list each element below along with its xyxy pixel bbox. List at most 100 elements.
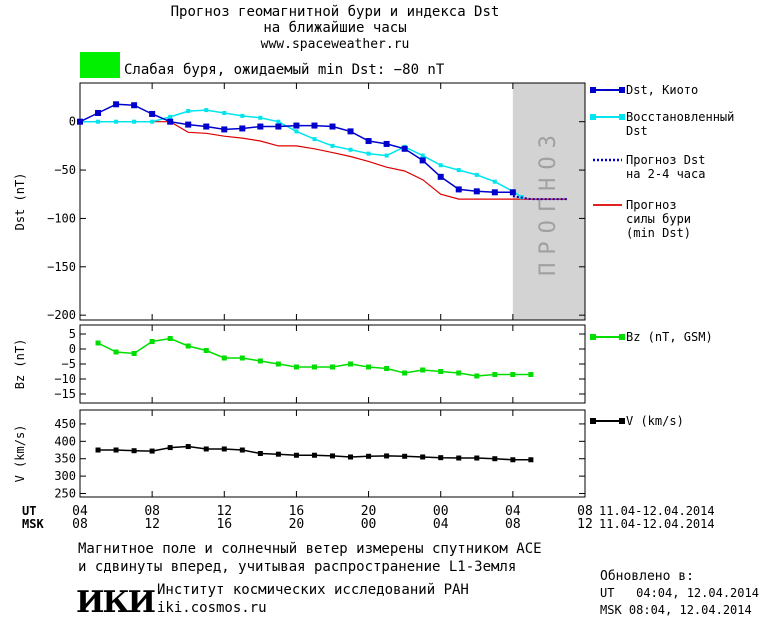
dst-kyoto-point: [131, 102, 138, 109]
ut-tick-label: 04: [505, 504, 521, 519]
v-point: [275, 451, 281, 457]
bz-point: [149, 339, 155, 344]
bz-point: [402, 370, 408, 376]
v-point: [456, 455, 462, 461]
y-tick-label: 250: [54, 487, 76, 501]
dst-kyoto-point: [329, 123, 336, 130]
footnote-line2: и сдвинуты вперед, учитывая распростране…: [78, 559, 517, 575]
dst-restored-point: [492, 179, 497, 184]
v-point: [257, 451, 263, 456]
legend-label: Dst, Киото: [626, 83, 698, 97]
ut-tick-label: 08: [144, 504, 160, 519]
v-point: [528, 457, 534, 463]
bz-point: [221, 355, 227, 361]
storm-status-text: Слабая буря, ожидаемый min Dst: −80 nT: [124, 62, 445, 78]
website-link[interactable]: www.spaceweather.ru: [260, 37, 410, 52]
bz-point: [474, 373, 480, 379]
ut-tick-label: 08: [577, 504, 593, 519]
v-point: [185, 444, 191, 450]
bz-point: [492, 372, 498, 377]
dst-kyoto-point: [455, 186, 462, 193]
msk-tick-label: 16: [216, 517, 232, 532]
v-point: [113, 447, 119, 453]
panel-frame: [79, 409, 586, 498]
bz-point: [293, 364, 299, 370]
bz-point: [185, 343, 191, 349]
dst-kyoto-point: [365, 138, 372, 145]
v-point: [293, 452, 299, 458]
dst-kyoto-point: [311, 122, 318, 129]
dst-restored-point: [258, 115, 263, 120]
msk-date-range: 11.04-12.04.2014: [599, 517, 715, 531]
y-tick-label: 0: [69, 115, 76, 129]
updated-label: Обновлено в:: [600, 569, 694, 584]
v-point: [203, 446, 209, 452]
chart-subtitle: на ближайшие часы: [263, 20, 407, 36]
y-axis-label: Dst (nT): [13, 173, 27, 231]
dst-kyoto-point: [203, 123, 210, 130]
msk-tick-label: 12: [144, 517, 160, 532]
ut-tick-label: 16: [289, 504, 305, 519]
ut-tick-label: 20: [361, 504, 377, 519]
bz-point: [311, 364, 317, 370]
dst-restored-point: [456, 168, 461, 173]
dst-restored-point: [96, 119, 101, 124]
institute-site[interactable]: iki.cosmos.ru: [157, 600, 267, 616]
dst-kyoto-point: [221, 126, 228, 133]
storm-strength-line: [80, 121, 567, 200]
forecast-band-label: ПРОГНОЗ: [536, 127, 561, 276]
v-point: [366, 453, 372, 459]
dst-kyoto-point: [95, 109, 102, 116]
dst-restored-point: [384, 153, 389, 158]
dst-kyoto-point: [77, 118, 83, 125]
legend-marker: [590, 114, 596, 120]
y-tick-label: 350: [54, 452, 76, 466]
v-point: [95, 447, 101, 453]
dst-restored-point: [114, 119, 119, 124]
v-point: [420, 454, 426, 460]
v-point: [221, 446, 227, 452]
bz-line: [97, 337, 531, 377]
dst-restored-point: [150, 119, 155, 124]
dst-restored-point: [474, 172, 479, 177]
dst-restored-point: [186, 109, 191, 114]
y-tick-label: −200: [47, 308, 76, 322]
ut-date-range: 11.04-12.04.2014: [599, 504, 715, 518]
dst-kyoto-line: [79, 103, 513, 194]
bz-point: [438, 369, 444, 374]
y-tick-label: −100: [47, 211, 76, 225]
v-point: [239, 447, 245, 453]
dst-kyoto-point: [293, 122, 300, 129]
legend-label: на 2-4 часа: [626, 167, 705, 181]
bz-point: [113, 349, 119, 355]
legend-label: Прогноз Dst: [626, 153, 705, 167]
bz-point: [203, 348, 209, 353]
dst-restored-point: [366, 151, 371, 156]
y-tick-label: 400: [54, 434, 76, 448]
bz-point: [330, 364, 335, 370]
bz-point: [95, 340, 101, 346]
dst-restored-point: [168, 114, 173, 119]
y-tick-label: −50: [54, 163, 76, 177]
dst-restored-point: [204, 108, 209, 113]
legend-marker: [619, 334, 625, 340]
v-point: [330, 453, 335, 459]
forecast-band: [512, 83, 585, 320]
dst-kyoto-point: [437, 173, 444, 180]
legend-label: Прогноз: [626, 198, 677, 212]
y-tick-label: −5: [62, 357, 76, 371]
v-point: [311, 452, 317, 458]
v-point: [402, 453, 408, 459]
storm-status-swatch: [80, 52, 120, 78]
dst-restored-point: [438, 163, 443, 168]
dst-kyoto-point: [257, 123, 264, 130]
legend-marker: [619, 114, 625, 120]
dst-restored-point: [276, 119, 281, 124]
y-tick-label: −150: [47, 260, 76, 274]
updated-msk: MSK 08:04, 12.04.2014: [600, 603, 752, 617]
v-point: [131, 448, 137, 454]
dst-kyoto-point: [185, 121, 192, 128]
dst-restored-point: [294, 129, 299, 134]
iki-logo: ИКИ: [76, 585, 156, 620]
dst-restored-point: [330, 143, 335, 148]
